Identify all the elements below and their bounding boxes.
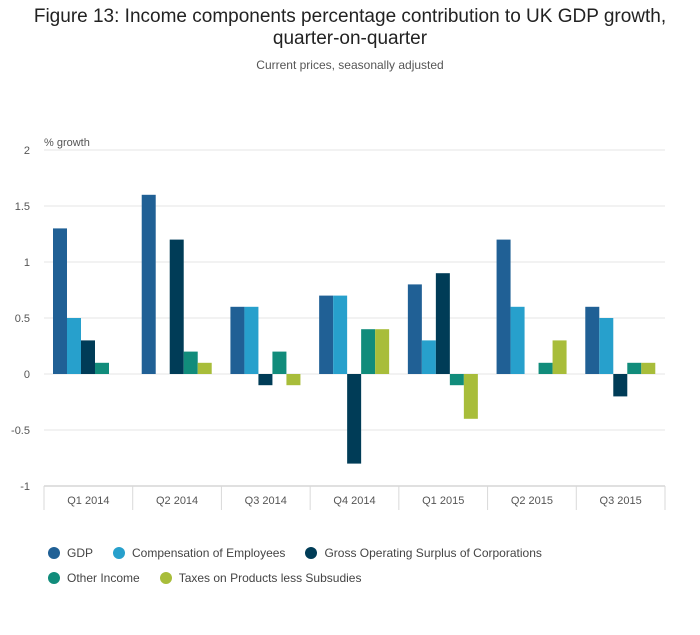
legend-swatch-compensation — [113, 546, 126, 559]
bar-compensation-of-employees-q1-2015 — [421, 340, 436, 374]
bar-gdp-q3-2015 — [585, 306, 600, 374]
bar-other-income-q1-2015 — [449, 374, 464, 386]
legend-label-other-income: Other Income — [67, 570, 140, 585]
bar-compensation-of-employees-q1-2014 — [67, 318, 81, 374]
legend-item-other-income: Other Income — [48, 571, 140, 585]
legend-item-gross-operating-surplus: Gross Operating Surplus of Corporations — [305, 545, 542, 560]
bar-gross-operating-surplus-of-corporations-q1-2015 — [435, 273, 450, 374]
legend-item-compensation: Compensation of Employees — [113, 546, 285, 560]
x-tick-label: Q1 2015 — [422, 495, 464, 507]
bar-gdp-q1-2014 — [53, 228, 67, 374]
bar-compensation-of-employees-q3-2014 — [244, 306, 259, 374]
x-tick-label: Q3 2015 — [600, 495, 642, 507]
x-tick-label: Q4 2014 — [333, 495, 375, 507]
bar-other-income-q4-2014 — [361, 329, 376, 374]
bar-gdp-q2-2014 — [141, 194, 156, 374]
y-tick-label: 2 — [24, 145, 30, 157]
y-axis-label: % growth — [44, 137, 90, 149]
legend-row-2: Other Income Taxes on Products less Subs… — [48, 565, 648, 590]
bar-compensation-of-employees-q3-2015 — [599, 318, 614, 374]
legend-item-gdp: GDP — [48, 546, 93, 560]
legend-swatch-other-income — [48, 571, 60, 584]
legend-label-gdp: GDP — [67, 545, 94, 560]
legend-label-gross-operating-surplus: Gross Operating Surplus of Corporations — [324, 545, 542, 560]
y-tick-label: 1.5 — [15, 201, 30, 213]
bar-taxes-on-products-less-subsudies-q3-2014 — [286, 374, 301, 386]
y-tick-label: -0.5 — [11, 425, 30, 437]
chart-subtitle: Current prices, seasonally adjusted — [256, 58, 444, 72]
legend-row-1: GDP Compensation of Employees Gross Oper… — [48, 540, 648, 565]
legend-swatch-gross-operating-surplus — [305, 546, 318, 559]
x-tick-label: Q2 2015 — [511, 495, 553, 507]
y-tick-label: 0.5 — [15, 313, 30, 325]
bar-other-income-q2-2015 — [538, 362, 553, 374]
y-tick-label: 1 — [24, 257, 30, 269]
bar-gross-operating-surplus-of-corporations-q2-2014 — [169, 239, 184, 374]
bar-taxes-on-products-less-subsudies-q4-2014 — [375, 329, 390, 374]
bar-other-income-q3-2014 — [272, 351, 287, 374]
bar-chart: 2 1.5 1 0.5 0 -0.5 -1 % growth Q1 2014 Q2 2014 Q3 … — [11, 137, 666, 510]
bar-gdp-q4-2014 — [319, 295, 334, 374]
legend-swatch-taxes — [159, 571, 172, 584]
bar-taxes-on-products-less-subsudies-q1-2015 — [463, 374, 478, 419]
legend-swatch-gdp — [48, 546, 60, 559]
bar-other-income-q2-2014 — [183, 351, 198, 374]
x-tick-label: Q1 2014 — [67, 495, 109, 507]
bar-taxes-on-products-less-subsudies-q2-2014 — [197, 362, 212, 374]
legend-item-taxes: Taxes on Products less Subsudies — [159, 570, 362, 585]
bar-taxes-on-products-less-subsudies-q3-2015 — [641, 362, 656, 374]
legend: GDP Compensation of Employees Gross Oper… — [48, 540, 648, 590]
bar-gross-operating-surplus-of-corporations-q1-2014 — [81, 340, 95, 374]
legend-label-compensation: Compensation of Employees — [132, 545, 286, 560]
bar-gdp-q3-2014 — [230, 306, 245, 374]
bar-gross-operating-surplus-of-corporations-q3-2014 — [258, 374, 273, 386]
chart-title-line-2: quarter-on-quarter — [272, 28, 428, 49]
bar-other-income-q1-2014 — [95, 362, 109, 374]
bar-gdp-q2-2015 — [496, 239, 511, 374]
x-tick-label: Q2 2014 — [156, 495, 198, 507]
bar-compensation-of-employees-q4-2014 — [333, 295, 348, 374]
bar-other-income-q3-2015 — [627, 362, 642, 374]
chart-title-line-1: Figure 13: Income components percentage … — [33, 6, 667, 27]
y-tick-label: 0 — [24, 369, 30, 381]
bar-compensation-of-employees-q2-2015 — [510, 306, 525, 374]
chart-title: Figure 13: Income components percentage … — [0, 6, 700, 50]
bar-taxes-on-products-less-subsudies-q2-2015 — [552, 340, 567, 374]
bar-gross-operating-surplus-of-corporations-q3-2015 — [613, 374, 628, 397]
legend-label-taxes: Taxes on Products less Subsudies — [178, 570, 362, 585]
bar-gross-operating-surplus-of-corporations-q4-2014 — [347, 374, 362, 464]
y-tick-label: -1 — [20, 481, 30, 493]
bar-gdp-q1-2015 — [407, 284, 422, 374]
x-tick-label: Q3 2014 — [245, 495, 287, 507]
